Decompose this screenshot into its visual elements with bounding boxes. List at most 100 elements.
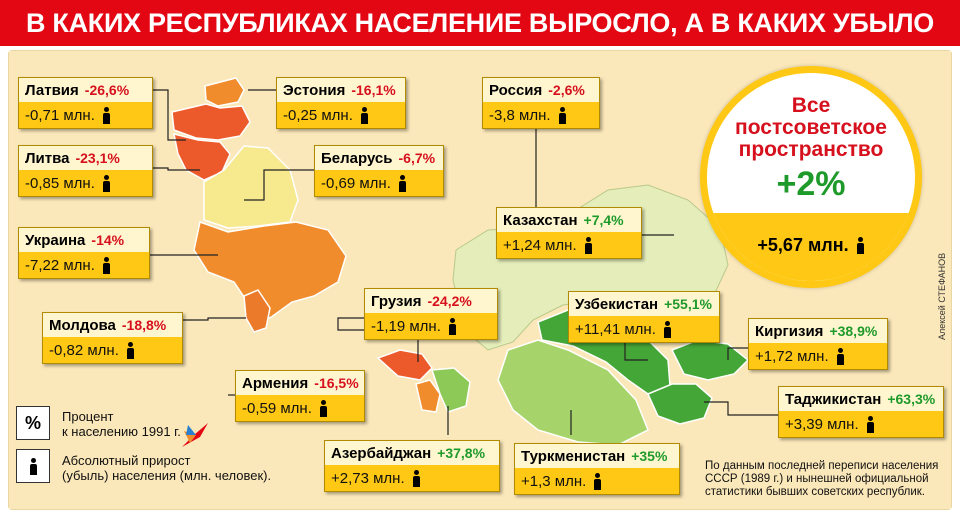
person-icon	[102, 106, 111, 124]
person-icon	[360, 106, 369, 124]
bird-logo-icon	[182, 423, 208, 447]
author-credit: Алексей СТЕФАНОВ	[937, 252, 947, 340]
republic-value: +1,24 млн.	[503, 236, 577, 254]
person-icon	[866, 415, 875, 433]
republic-name: Литва	[25, 149, 70, 167]
card-kazakhstan: Казахстан +7,4% +1,24 млн.	[496, 207, 642, 259]
republic-pct: +35%	[631, 448, 668, 464]
card-turkmenistan: Туркменистан +35% +1,3 млн.	[514, 443, 680, 495]
leader-lines	[150, 89, 778, 435]
republic-value: -0,69 млн.	[321, 174, 391, 192]
republic-value: +1,72 млн.	[755, 347, 829, 365]
republic-value: +11,41 млн.	[575, 320, 656, 338]
republic-name: Грузия	[371, 292, 422, 310]
republic-pct: -6,7%	[398, 150, 436, 166]
total-label-line3: пространство	[738, 138, 884, 161]
republic-pct: -24,2%	[427, 293, 472, 309]
republic-pct: -23,1%	[75, 150, 120, 166]
republic-name: Россия	[489, 81, 543, 99]
person-icon	[593, 472, 602, 490]
person-icon	[126, 341, 135, 359]
total-label-line1: Все	[791, 94, 831, 117]
region-tajikistan	[646, 383, 713, 425]
card-armenia: Армения -16,5% -0,59 млн.	[235, 370, 365, 422]
republic-name: Украина	[25, 231, 86, 249]
republic-name: Молдова	[49, 316, 116, 334]
person-icon	[102, 256, 111, 274]
card-tajikistan: Таджикистан +63,3% +3,39 млн.	[778, 386, 944, 438]
card-georgia: Грузия -24,2% -1,19 млн.	[364, 288, 498, 340]
republic-name: Эстония	[283, 81, 346, 99]
card-moldova: Молдова -18,8% -0,82 млн.	[42, 312, 183, 364]
republic-value: +2,73 млн.	[331, 469, 405, 487]
republic-pct: +55,1%	[664, 296, 712, 312]
republic-pct: -2,6%	[548, 82, 585, 98]
region-azerbaijan	[430, 367, 471, 413]
person-icon	[412, 469, 421, 487]
legend-percent-line1: Процент	[62, 409, 114, 424]
person-icon	[102, 174, 111, 192]
republic-value: +3,39 млн.	[785, 415, 859, 433]
person-icon	[29, 457, 38, 475]
republic-name: Армения	[242, 374, 309, 392]
republic-name: Киргизия	[755, 322, 824, 340]
person-icon	[836, 347, 845, 365]
legend-percent-text: Процент к населению 1991 г.	[62, 409, 181, 439]
card-latvia: Латвия -26,6% -0,71 млн.	[18, 77, 153, 129]
person-icon	[558, 106, 567, 124]
total-label-line2: постсоветское	[735, 116, 887, 139]
total-value: +5,67 млн.	[757, 235, 849, 255]
republic-name: Казахстан	[503, 211, 578, 229]
card-kyrgyzstan: Киргизия +38,9% +1,72 млн.	[748, 318, 888, 370]
card-uzbekistan: Узбекистан +55,1% +11,41 млн.	[568, 291, 720, 343]
region-latvia	[171, 103, 251, 141]
republic-value: -0,82 млн.	[49, 341, 119, 359]
legend-absolute-text: Абсолютный прирост (убыль) населения (мл…	[62, 453, 271, 483]
person-icon	[448, 317, 457, 335]
total-label: Все постсоветское пространство	[707, 95, 915, 161]
republic-pct: -26,6%	[84, 82, 130, 98]
region-armenia	[415, 379, 441, 413]
republic-value: -3,8 млн.	[489, 106, 551, 124]
region-turkmenistan	[497, 339, 649, 446]
republic-value: +1,3 млн.	[521, 472, 587, 490]
card-ukraine: Украина -14% -7,22 млн.	[18, 227, 150, 279]
republic-value: -7,22 млн.	[25, 256, 95, 274]
legend-person-box	[16, 449, 50, 483]
total-summary-circle: Все постсоветское пространство +2% +5,67…	[700, 66, 922, 288]
republic-name: Узбекистан	[575, 295, 659, 313]
person-icon	[856, 237, 865, 254]
republic-value: -1,19 млн.	[371, 317, 441, 335]
region-estonia	[204, 77, 245, 107]
republic-pct: +7,4%	[583, 212, 624, 228]
region-ukraine	[193, 221, 347, 319]
republic-name: Азербайджан	[331, 444, 432, 462]
republic-value: -0,71 млн.	[25, 106, 95, 124]
source-note: По данным последней переписи населения С…	[705, 460, 939, 498]
republic-pct: +37,8%	[437, 445, 486, 461]
person-icon	[663, 320, 672, 338]
republic-value: -0,85 млн.	[25, 174, 95, 192]
legend-absolute-line2: (убыль) населения (млн. человек).	[62, 468, 272, 483]
republic-value: -0,59 млн.	[242, 399, 312, 417]
legend-percent-line2: к населению 1991 г.	[62, 424, 181, 439]
republic-pct: +38,9%	[829, 323, 878, 339]
page-title: В КАКИХ РЕСПУБЛИКАХ НАСЕЛЕНИЕ ВЫРОСЛО, А…	[0, 0, 960, 46]
republic-pct: -18,8%	[121, 317, 167, 333]
total-value-row: +5,67 млн.	[707, 235, 915, 256]
legend-absolute-line1: Абсолютный прирост	[62, 453, 191, 468]
person-icon	[319, 399, 328, 417]
card-russia: Россия -2,6% -3,8 млн.	[482, 77, 600, 129]
person-icon	[584, 236, 593, 254]
republic-name: Туркменистан	[521, 447, 626, 465]
card-azerbaijan: Азербайджан +37,8% +2,73 млн.	[324, 440, 500, 492]
card-lithuania: Литва -23,1% -0,85 млн.	[18, 145, 153, 197]
region-belarus	[203, 145, 299, 229]
republic-pct: +63,3%	[887, 391, 936, 407]
legend-percent-symbol: %	[24, 412, 41, 433]
legend-percent-box: %	[16, 406, 50, 440]
card-estonia: Эстония -16,1% -0,25 млн.	[276, 77, 406, 129]
total-pct: +2%	[776, 165, 846, 203]
republic-name: Беларусь	[321, 149, 393, 167]
republic-name: Латвия	[25, 81, 79, 99]
